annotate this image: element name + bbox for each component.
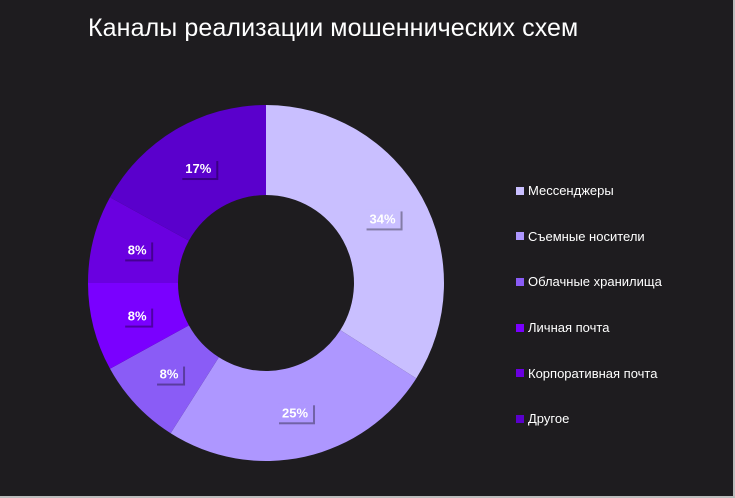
legend-swatch bbox=[516, 186, 524, 195]
svg-text:25%: 25% bbox=[282, 405, 308, 420]
chart-legend: Мессенджеры Съемные носители Облачные хран… bbox=[516, 168, 662, 442]
svg-text:34%: 34% bbox=[370, 211, 396, 226]
slice-2 bbox=[170, 330, 417, 461]
legend-item: Облачные хранилища bbox=[516, 259, 662, 305]
legend-label: Мессенджеры bbox=[528, 183, 614, 199]
legend-swatch bbox=[516, 232, 524, 241]
slice-1 bbox=[266, 105, 445, 379]
legend-item: Съемные носители bbox=[516, 214, 662, 260]
slice-5 bbox=[88, 197, 189, 283]
legend-label: Другое bbox=[528, 411, 570, 427]
svg-text:8%: 8% bbox=[160, 367, 179, 382]
legend-item: Корпоративная почта bbox=[516, 350, 662, 396]
legend-swatch bbox=[516, 414, 524, 423]
data-labels: 34% 25% 8% 8% 8% 17% bbox=[123, 159, 403, 425]
chart-title: Каналы реализации мошеннических схем bbox=[88, 14, 579, 42]
legend-label: Съемные носители bbox=[528, 228, 645, 244]
donut-slices bbox=[88, 105, 445, 461]
svg-text:8%: 8% bbox=[128, 242, 147, 257]
data-label-4: 8% bbox=[123, 306, 154, 328]
data-label-5: 8% bbox=[123, 240, 154, 262]
legend-item: Мессенджеры bbox=[516, 168, 662, 214]
legend-swatch bbox=[516, 369, 524, 378]
data-label-3: 8% bbox=[155, 364, 186, 386]
legend-label: Личная почта bbox=[528, 320, 610, 336]
data-label-1: 34% bbox=[364, 209, 403, 231]
legend-swatch bbox=[516, 277, 524, 286]
slice-4 bbox=[88, 283, 189, 369]
legend-item: Личная почта bbox=[516, 305, 662, 351]
legend-item: Другое bbox=[516, 396, 662, 442]
legend-label: Облачные хранилища bbox=[528, 274, 662, 290]
legend-swatch bbox=[516, 323, 524, 332]
svg-text:17%: 17% bbox=[185, 161, 211, 176]
data-label-6: 17% bbox=[180, 159, 219, 181]
data-label-2: 25% bbox=[277, 403, 316, 425]
svg-text:8%: 8% bbox=[128, 309, 147, 324]
legend-label: Корпоративная почта bbox=[528, 365, 658, 381]
